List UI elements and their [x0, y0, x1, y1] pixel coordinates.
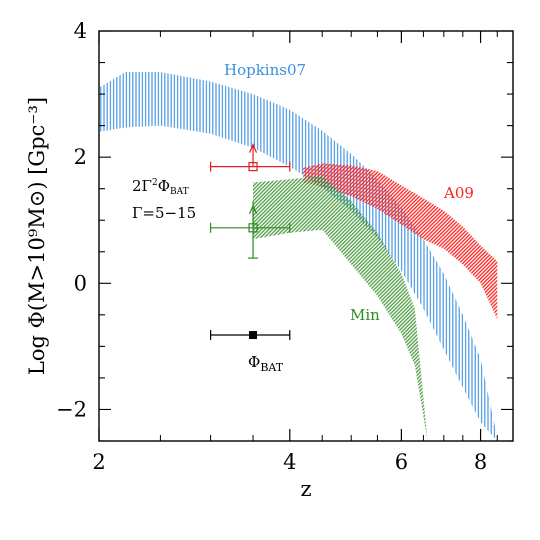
axis-ticks — [98, 30, 513, 442]
marker — [249, 331, 258, 340]
marker — [248, 223, 258, 233]
phi-bat-label: ΦBAT — [248, 353, 284, 374]
bands — [99, 72, 498, 441]
y-axis-label: Log Φ(M>10⁹M⊙) [Gpc⁻³] — [25, 97, 49, 375]
y-tick-label: −2 — [56, 397, 87, 421]
plot-frame — [98, 30, 514, 442]
tick-labels: 2 4 6 8 −2 0 2 4 — [56, 19, 487, 474]
x-axis-label: z — [300, 477, 311, 501]
point-1 — [210, 201, 291, 259]
y-tick-label: 4 — [74, 19, 87, 43]
band-hopkins07 — [99, 72, 498, 441]
x-tick-label: 4 — [283, 450, 296, 474]
x-tick-label: 6 — [395, 450, 408, 474]
hopkins07-label: Hopkins07 — [224, 61, 306, 79]
arrow-head — [248, 204, 258, 215]
x-tick-label: 2 — [92, 450, 105, 474]
point-0 — [210, 143, 291, 172]
a09-label: A09 — [443, 184, 474, 202]
marker — [248, 162, 258, 172]
band-min — [253, 176, 428, 441]
gamma-range-label: Γ=5−15 — [132, 204, 196, 222]
data-points — [210, 143, 291, 341]
y-tick-label: 2 — [74, 145, 87, 169]
arrow-head — [248, 143, 258, 153]
x-tick-label: 8 — [474, 450, 487, 474]
point-2 — [210, 330, 291, 341]
y-tick-label: 0 — [74, 271, 87, 295]
min-label: Min — [350, 306, 380, 324]
two-gamma-phi-bat-label: 2Γ2ΦBAT — [132, 177, 189, 197]
